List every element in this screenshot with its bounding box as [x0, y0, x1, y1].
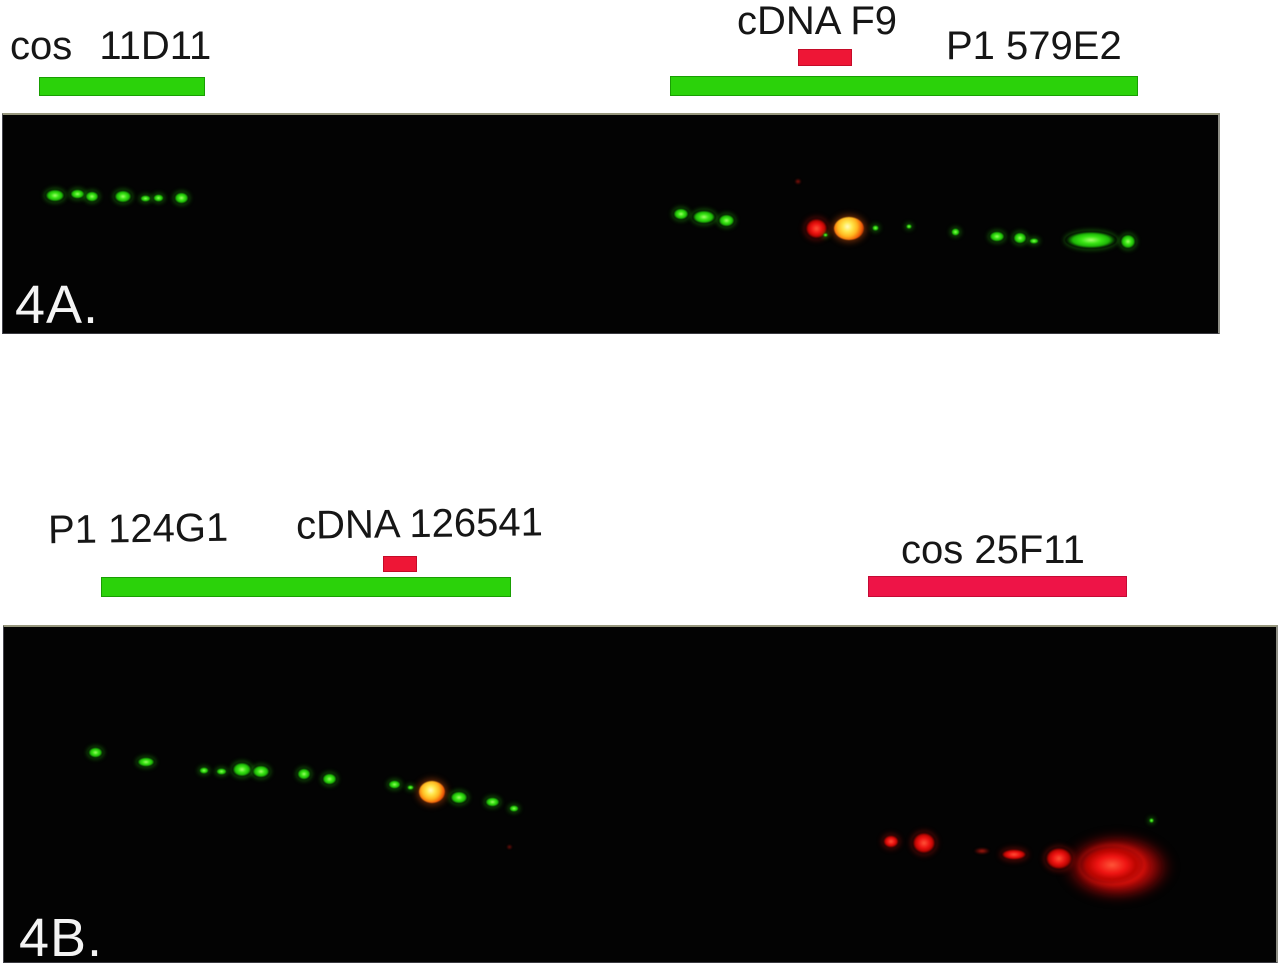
green-fish-signal: [215, 767, 227, 775]
green-fish-signal: [673, 208, 689, 220]
green-fish-signal: [1148, 817, 1154, 823]
green-fish-signal: [692, 210, 716, 224]
green-fish-signal: [1120, 233, 1136, 249]
green-fish-signal: [85, 190, 99, 202]
green-fish-signal: [1013, 232, 1027, 244]
fish-micrograph-4a: 4A.: [2, 113, 1220, 334]
red-fish-signal: [804, 217, 828, 239]
probe-bar-cos-25f11: [868, 576, 1127, 597]
red-fish-signal: [1080, 846, 1144, 884]
probe-bar-cdna-f9: [798, 49, 852, 66]
faint-red-signal: [506, 845, 512, 849]
green-fish-signal: [1029, 238, 1039, 244]
green-fish-signal: [69, 189, 85, 199]
fish-micrograph-4b: 4B.: [3, 625, 1278, 966]
red-fish-signal: [883, 834, 899, 848]
faint-red-signal: [974, 848, 990, 854]
green-fish-signal: [509, 804, 519, 812]
green-fish-signal: [871, 225, 879, 231]
green-fish-signal: [484, 797, 500, 807]
green-fish-signal: [950, 228, 960, 236]
panel-label-4b: 4B.: [19, 908, 104, 966]
green-fish-signal: [173, 192, 189, 204]
panel-label-4a: 4A.: [15, 275, 100, 336]
probe-bar-cdna-126541: [383, 556, 417, 572]
green-fish-signal: [199, 766, 209, 774]
probe-label-cos-25f11: cos 25F11: [901, 528, 1085, 572]
green-fish-signal: [450, 790, 468, 804]
red-fish-signal: [912, 832, 936, 854]
green-fish-signal: [87, 746, 103, 758]
green-fish-signal: [45, 188, 65, 202]
green-fish-signal: [137, 757, 155, 767]
probe-label-cos-11d11: cos 11D11: [10, 24, 212, 68]
green-fish-signal: [387, 779, 401, 789]
probe-label-cdna-f9: cDNA F9: [737, 0, 898, 43]
faint-red-signal: [795, 178, 801, 184]
probe-label-cdna-126541: cDNA 126541: [295, 500, 544, 548]
probe-label-p1-579e2: P1 579E2: [946, 24, 1122, 68]
green-fish-signal: [906, 223, 912, 229]
probe-bar-p1-579e2: [670, 76, 1138, 96]
green-fish-signal: [252, 764, 270, 778]
probe-bar-p1-124g1: [101, 577, 511, 597]
green-fish-signal: [232, 761, 252, 777]
green-fish-signal: [1065, 231, 1117, 249]
green-fish-signal: [989, 230, 1005, 242]
green-fish-signal: [139, 194, 151, 202]
green-fish-signal: [152, 194, 164, 202]
green-fish-signal: [822, 233, 828, 237]
green-fish-signal: [297, 768, 311, 780]
green-fish-signal: [114, 189, 132, 203]
green-fish-signal: [717, 213, 735, 227]
colocalized-yellow-signal: [419, 781, 445, 803]
colocalized-yellow-signal: [834, 216, 864, 240]
green-fish-signal: [321, 773, 337, 785]
probe-label-p1-124g1: P1 124G1: [47, 505, 229, 553]
red-fish-signal: [1001, 848, 1027, 860]
green-fish-signal: [406, 784, 414, 790]
probe-bar-cos-11d11: [39, 77, 205, 96]
